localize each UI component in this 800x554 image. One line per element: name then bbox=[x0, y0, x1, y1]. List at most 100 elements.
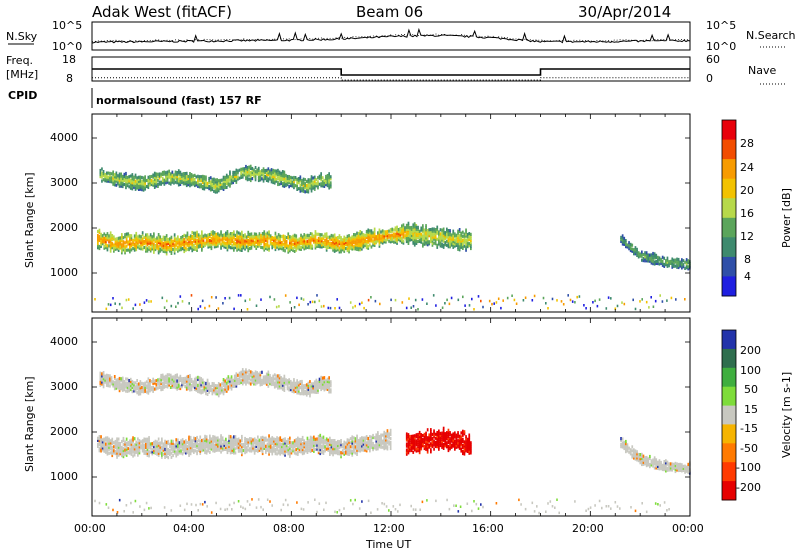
heat-cell-0 bbox=[125, 383, 127, 387]
heat-cell-0 bbox=[273, 177, 276, 181]
heat-cell-1 bbox=[399, 239, 402, 243]
heat-cell-2 bbox=[410, 227, 413, 231]
heat-cell-1 bbox=[97, 244, 99, 248]
heat-noise-cell bbox=[592, 301, 594, 304]
heat-cell-0 bbox=[310, 189, 313, 193]
heat-cell-0 bbox=[216, 188, 218, 192]
heat-cell-1 bbox=[250, 232, 253, 236]
heat-cell-1 bbox=[313, 443, 315, 447]
heat-cell-0 bbox=[241, 167, 244, 171]
heat-cell-1 bbox=[353, 436, 355, 440]
heat-cell-0 bbox=[288, 382, 290, 386]
heat-cell-2 bbox=[417, 239, 419, 244]
heat-cell-1 bbox=[137, 237, 139, 241]
heat-cell-1 bbox=[364, 241, 366, 245]
heat-cell-1 bbox=[177, 452, 179, 456]
heat-cell-1 bbox=[380, 236, 382, 240]
heat-cell-0 bbox=[273, 373, 276, 377]
heat-noise-cell bbox=[562, 303, 565, 306]
heat-cell-3 bbox=[674, 260, 677, 264]
heat-cell-0 bbox=[269, 374, 271, 378]
heat-cell-2 bbox=[409, 238, 411, 242]
heat-cell-1 bbox=[399, 235, 402, 239]
heat-cell-0 bbox=[208, 390, 210, 394]
heat-cell-1 bbox=[271, 446, 274, 450]
heat-cell-0 bbox=[254, 370, 257, 374]
heat-cell-0 bbox=[293, 382, 295, 386]
heat-cell-1 bbox=[332, 244, 334, 248]
heat-cell-1 bbox=[193, 444, 195, 448]
heat-cell-0 bbox=[201, 176, 204, 180]
heat-cell-0 bbox=[261, 171, 263, 175]
heat-cell-1 bbox=[159, 235, 162, 239]
heat-cell-1 bbox=[351, 235, 354, 239]
heat-cell-1 bbox=[255, 448, 258, 453]
heat-cell-0 bbox=[112, 170, 114, 174]
heat-cell-1 bbox=[281, 243, 283, 247]
heat-cell-1 bbox=[388, 235, 390, 239]
heat-cell-1 bbox=[257, 240, 259, 244]
heat-cell-1 bbox=[333, 239, 336, 243]
heat-cell-1 bbox=[210, 230, 213, 234]
heat-cell-0 bbox=[224, 177, 226, 181]
heat-cell-1 bbox=[381, 231, 384, 235]
heat-cell-3 bbox=[631, 243, 634, 247]
heat-cell-3 bbox=[652, 262, 654, 266]
heat-cell-1 bbox=[252, 440, 254, 444]
heat-cell-0 bbox=[129, 381, 132, 386]
heat-cell-1 bbox=[282, 242, 285, 246]
heat-cell-1 bbox=[247, 444, 250, 448]
heat-cell-1 bbox=[185, 242, 187, 246]
heat-cell-1 bbox=[276, 446, 278, 450]
heat-cell-1 bbox=[205, 439, 208, 443]
heat-cell-0 bbox=[133, 381, 135, 385]
heat-cell-1 bbox=[297, 444, 299, 448]
heat-cell-0 bbox=[296, 379, 298, 383]
heat-cell-1 bbox=[348, 238, 350, 242]
heat-cell-1 bbox=[325, 242, 328, 246]
heat-cell-1 bbox=[394, 238, 397, 242]
heat-cell-1 bbox=[143, 445, 146, 449]
heat-cell-1 bbox=[266, 237, 269, 241]
heat-cell-0 bbox=[187, 385, 190, 389]
heat-cell-1 bbox=[241, 230, 243, 234]
heat-cell-1 bbox=[124, 249, 126, 253]
heat-cell-1 bbox=[210, 242, 213, 247]
heat-cell-1 bbox=[101, 236, 104, 240]
heat-cell-3 bbox=[685, 266, 688, 270]
heat-cell-0 bbox=[147, 383, 150, 387]
heat-cell-1 bbox=[237, 239, 240, 243]
heat-cell-1 bbox=[284, 451, 286, 455]
heat-cell-1 bbox=[105, 448, 107, 452]
heat-cell-1 bbox=[164, 449, 166, 453]
heat-cell-1 bbox=[295, 236, 298, 240]
heat-cell-0 bbox=[320, 385, 322, 390]
heat-cell-0 bbox=[328, 172, 330, 176]
heat-cell-1 bbox=[242, 246, 245, 250]
heat-cell-1 bbox=[261, 246, 264, 250]
heat-cell-1 bbox=[98, 447, 101, 451]
heat-cell-0 bbox=[229, 172, 231, 176]
heat-cell-1 bbox=[209, 434, 211, 438]
heat-cell-0 bbox=[237, 379, 239, 383]
heat-cell-0 bbox=[259, 383, 262, 387]
heat-cell-0 bbox=[301, 392, 303, 396]
heat-cell-1 bbox=[151, 444, 154, 448]
heat-cell-1 bbox=[308, 449, 310, 453]
heat-cell-1 bbox=[333, 235, 336, 239]
heat-cell-0 bbox=[198, 183, 201, 187]
heat-cell-1 bbox=[109, 451, 112, 455]
heat-cell-1 bbox=[341, 449, 344, 453]
heat-cell-0 bbox=[113, 375, 116, 379]
heat-cell-2 bbox=[409, 440, 411, 445]
heat-cell-1 bbox=[357, 240, 360, 244]
heat-cell-1 bbox=[271, 242, 274, 246]
heat-cell-0 bbox=[193, 179, 196, 184]
heat-cell-0 bbox=[328, 380, 330, 384]
heat-cell-1 bbox=[109, 235, 112, 239]
heat-cell-1 bbox=[129, 439, 131, 443]
heat-cell-0 bbox=[121, 382, 124, 386]
heat-cell-1 bbox=[194, 241, 197, 245]
heat-cell-1 bbox=[161, 437, 163, 441]
heat-cell-1 bbox=[172, 241, 174, 246]
